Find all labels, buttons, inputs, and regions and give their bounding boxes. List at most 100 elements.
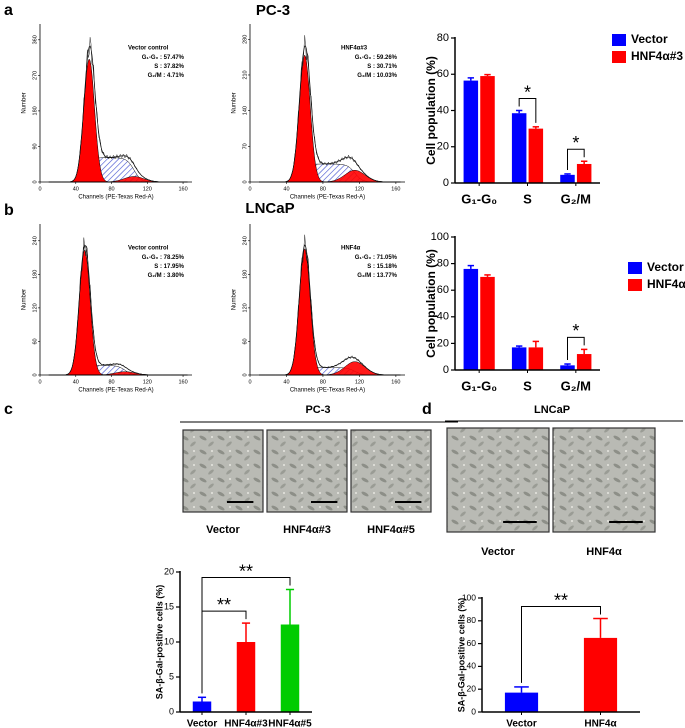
sample-label: Vector control	[128, 246, 169, 252]
bar	[480, 76, 495, 183]
phase-name: G₂/M	[357, 73, 371, 79]
phase-name: G₁-G₀	[355, 255, 372, 261]
x-tick-label: HNF4α#5	[268, 719, 312, 728]
x-tick-label: G₂/M	[561, 378, 591, 393]
significance-bracket	[566, 148, 585, 170]
significance-label: *	[572, 133, 579, 153]
y-tick-label: 120	[242, 303, 248, 312]
x-tick-label: 120	[355, 186, 364, 192]
phase-value: 10.03%	[377, 73, 398, 79]
y-tick-label: 270	[32, 71, 38, 80]
y-tick-label: 80	[437, 258, 449, 270]
panel-title: LNCaP	[534, 404, 570, 416]
bar	[192, 701, 212, 712]
legend-label: Vector	[647, 260, 684, 274]
phase-percent: G₂/M : 10.03%	[357, 73, 397, 79]
significance-bracket	[566, 336, 585, 361]
phase-name: G₂/M	[148, 73, 162, 79]
y-tick-label: 20	[437, 337, 449, 349]
phase-percent: S : 37.82%	[154, 64, 184, 70]
bar	[560, 365, 575, 370]
phase-percent: G₁-G₀ : 57.47%	[142, 55, 185, 61]
y-tick-label: 140	[242, 106, 248, 115]
significance-bracket	[201, 577, 291, 694]
x-axis-label: Channels (PE-Texas Red-A)	[290, 195, 365, 201]
y-axis-label: Number	[22, 92, 28, 113]
bar	[236, 642, 256, 712]
x-tick-label: 160	[178, 186, 187, 192]
phase-name: G₂/M	[357, 273, 371, 279]
panel-label: d	[422, 401, 432, 418]
s-phase-area	[259, 367, 401, 376]
significance-label: **	[217, 595, 231, 615]
bar	[511, 113, 527, 183]
y-tick-label: 240	[32, 236, 38, 245]
micrograph	[182, 429, 264, 513]
x-tick-label: 40	[283, 186, 289, 192]
image-caption: Vector	[206, 524, 240, 536]
y-tick-label: 20	[164, 566, 174, 576]
x-axis-label: Channels (PE-Texas Red-A)	[290, 388, 365, 394]
significance-label: **	[239, 561, 253, 581]
x-tick-label: 40	[73, 186, 79, 192]
image-caption: HNF4α	[586, 546, 622, 558]
micrograph	[266, 429, 348, 513]
panel-label: b	[4, 202, 14, 219]
legend-swatch	[612, 34, 626, 46]
phase-name: S	[154, 64, 158, 70]
y-tick-label: 180	[32, 270, 38, 279]
x-tick-label: 40	[283, 379, 289, 385]
x-tick-label: G₁-G₀	[461, 378, 497, 393]
phase-value: 15.18%	[377, 264, 398, 270]
y-tick-label: 180	[32, 106, 38, 115]
phase-value: 30.71%	[377, 64, 398, 70]
legend-label: Vector	[631, 32, 668, 46]
y-tick-label: 10	[164, 636, 174, 646]
y-axis-label: Number	[232, 92, 238, 113]
phase-percent: G₁-G₀ : 71.05%	[355, 255, 398, 261]
y-tick-label: 180	[242, 270, 248, 279]
phase-separator: :	[158, 264, 163, 270]
legend-swatch	[628, 279, 642, 291]
bar	[576, 163, 592, 183]
bar	[528, 347, 544, 370]
y-axis-label: Number	[22, 289, 28, 310]
bar	[463, 80, 479, 183]
phase-value: 3.80%	[167, 273, 185, 279]
y-tick-label: 240	[242, 236, 248, 245]
y-tick-label: 20	[437, 141, 449, 153]
y-tick-label: 210	[242, 70, 248, 79]
panel-label: c	[4, 401, 13, 418]
phase-percent: S : 30.71%	[367, 64, 397, 70]
micrograph	[446, 427, 550, 533]
phase-value: 71.05%	[377, 255, 398, 261]
x-tick-label: G₂/M	[561, 191, 591, 206]
phase-name: S	[154, 264, 158, 270]
x-tick-label: G₁-G₀	[461, 191, 497, 206]
y-tick-label: 0	[242, 180, 248, 183]
phase-percent: S : 15.18%	[367, 264, 397, 270]
phase-name: G₁-G₀	[355, 55, 372, 61]
x-tick-label: HNF4α	[584, 719, 617, 728]
y-axis-label: Cell population (%)	[424, 56, 438, 165]
y-tick-label: 100	[431, 231, 449, 243]
x-tick-label: 40	[73, 379, 79, 385]
y-tick-label: 0	[443, 364, 449, 376]
bar	[560, 174, 575, 183]
phase-value: 37.82%	[164, 64, 185, 70]
y-tick-label: 40	[437, 311, 449, 323]
x-tick-label: 160	[391, 186, 400, 192]
y-tick-label: 80	[437, 32, 449, 44]
x-tick-label: 80	[108, 186, 114, 192]
y-tick-label: 0	[169, 706, 174, 716]
s-phase-area	[259, 163, 401, 183]
bar	[583, 637, 618, 712]
phase-name: G₂/M	[148, 273, 162, 279]
legend-swatch	[612, 51, 626, 63]
y-tick-label: 40	[437, 104, 449, 116]
y-tick-label: 280	[242, 35, 248, 44]
y-tick-label: 120	[32, 303, 38, 312]
x-tick-label: Vector	[506, 719, 537, 728]
sample-label: HNF4α#3	[341, 46, 368, 52]
